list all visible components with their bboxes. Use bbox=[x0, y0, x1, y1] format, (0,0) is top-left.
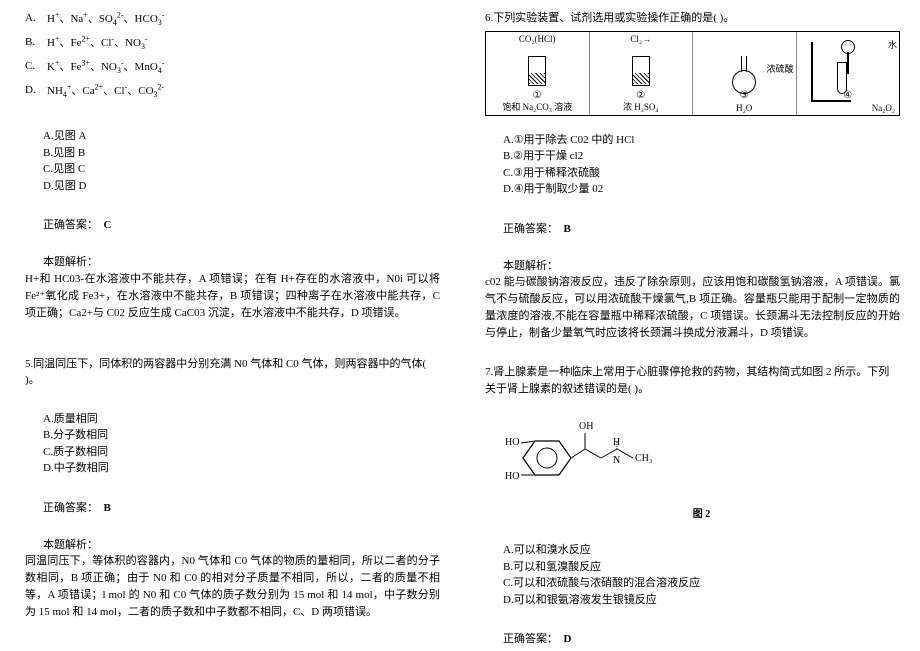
funnel-stem-icon bbox=[847, 52, 849, 74]
q4-text-opt: D.见图 D bbox=[43, 178, 440, 195]
diagram-cell-1: CO₂(HCl) ① 饱和 Na₂CO₃ 溶液 bbox=[486, 32, 590, 115]
option-formula: H+、Na+、SO42-、HCO3- bbox=[47, 10, 164, 26]
svg-text:OH: OH bbox=[579, 421, 593, 432]
q6-opt: B.②用于干燥 cl2 bbox=[503, 148, 900, 165]
q5-stem: 5.同温同压下，同体积的两容器中分别充满 N0 气体和 C0 气体，则两容器中的… bbox=[25, 356, 440, 389]
diag-top-label: Cl₂→ bbox=[590, 34, 693, 44]
diag-side-label: 浓硫酸 bbox=[766, 62, 793, 75]
molecule-svg: HO HO OH H N CH₃ bbox=[503, 403, 658, 503]
option-letter: D. bbox=[25, 84, 47, 96]
q4-parse-head: 本题解析： bbox=[43, 254, 440, 271]
q7-opt: A.可以和溴水反应 bbox=[503, 542, 900, 559]
diagram-cell-3: 浓硫酸 ③ H₂O bbox=[693, 32, 797, 115]
diag-caption: Na₂O₂ bbox=[872, 103, 895, 113]
option-letter: A. bbox=[25, 12, 47, 24]
diag-caption: 饱和 Na₂CO₃ 溶液 bbox=[486, 100, 589, 113]
q5-answer: 正确答案： B bbox=[43, 499, 440, 515]
q4-parse-body: H+和 HC03-在水溶液中不能共存，A 项错误；在有 H+存在的水溶液中，N0… bbox=[25, 271, 440, 322]
diagram-cell-2: Cl₂→ ② 浓 H₂SO₄ bbox=[590, 32, 694, 115]
q4-option-a: A. H+、Na+、SO42-、HCO3- bbox=[25, 10, 440, 26]
q5-opt: A.质量相同 bbox=[43, 411, 440, 428]
left-column: A. H+、Na+、SO42-、HCO3- B. H+、Fe2+、Cl-、NO3… bbox=[0, 0, 460, 651]
q7-opt: D.可以和银氨溶液发生银镜反应 bbox=[503, 592, 900, 609]
q6-opt: C.③用于稀释浓硫酸 bbox=[503, 165, 900, 182]
diag-top-label: CO₂(HCl) bbox=[486, 34, 589, 44]
svg-text:HO: HO bbox=[505, 437, 519, 448]
q6-parse-body: c02 能与碳酸钠溶液反应，违反了除杂原则，应该用饱和碳酸氢钠溶液，A 项错误。… bbox=[485, 274, 900, 342]
q4-option-d: D. NH4+、Ca2+、Cl-、CO32- bbox=[25, 82, 440, 98]
diag-num: ④ bbox=[797, 90, 900, 101]
q5-parse-head: 本题解析： bbox=[43, 537, 440, 554]
answer-value: D bbox=[564, 633, 572, 645]
answer-label: 正确答案： bbox=[43, 219, 98, 231]
q4-text-opt: B.见图 B bbox=[43, 145, 440, 162]
bottle-icon bbox=[632, 56, 650, 86]
right-column: 6.下列实验装置、试剂选用或实验操作正确的是( )。 CO₂(HCl) ① 饱和… bbox=[460, 0, 920, 651]
diagram-cell-4: 水 ④ Na₂O₂ bbox=[797, 32, 900, 115]
q4-option-b: B. H+、Fe2+、Cl-、NO3- bbox=[25, 34, 440, 50]
q5-opt: C.质子数相同 bbox=[43, 444, 440, 461]
q4-answer: 正确答案： C bbox=[43, 216, 440, 232]
q5-opt: D.中子数相同 bbox=[43, 460, 440, 477]
q6-opt: D.④用于制取少量 02 bbox=[503, 181, 900, 198]
svg-text:HO: HO bbox=[505, 471, 519, 482]
svg-text:CH₃: CH₃ bbox=[635, 453, 652, 464]
q7-answer: 正确答案： D bbox=[503, 630, 900, 646]
option-formula: K+、Fe3+、NO3-、MnO4- bbox=[47, 58, 164, 74]
q7-opt: B.可以和氢溴酸反应 bbox=[503, 559, 900, 576]
q4-option-c: C. K+、Fe3+、NO3-、MnO4- bbox=[25, 58, 440, 74]
molecule-caption: 图 2 bbox=[503, 505, 900, 520]
q5-parse-body: 同温同压下，等体积的容器内，N0 气体和 C0 气体的物质的量相同，所以二者的分… bbox=[25, 553, 440, 621]
answer-label: 正确答案： bbox=[503, 223, 558, 235]
svg-text:N: N bbox=[613, 455, 620, 466]
answer-value: B bbox=[564, 223, 571, 235]
option-letter: C. bbox=[25, 60, 47, 72]
diag-num: ③ bbox=[693, 90, 796, 101]
q6-opt: A.①用于除去 C02 中的 HCl bbox=[503, 132, 900, 149]
option-formula: NH4+、Ca2+、Cl-、CO32- bbox=[47, 82, 164, 98]
q6-parse-head: 本题解析： bbox=[503, 258, 900, 275]
q5-opt: B.分子数相同 bbox=[43, 427, 440, 444]
q7-stem: 7.肾上腺素是一种临床上常用于心脏骤停抢救的药物，其结构简式如图 2 所示。下列… bbox=[485, 364, 900, 397]
diag-side-label: 水 bbox=[888, 38, 897, 51]
answer-value: B bbox=[104, 502, 111, 514]
q4-text-opt: A.见图 A bbox=[43, 128, 440, 145]
q7-opt: C.可以和浓硫酸与浓硝酸的混合溶液反应 bbox=[503, 575, 900, 592]
q6-diagram: CO₂(HCl) ① 饱和 Na₂CO₃ 溶液 Cl₂→ ② 浓 H₂SO₄ 浓… bbox=[485, 31, 900, 116]
q4-text-opt: C.见图 C bbox=[43, 161, 440, 178]
option-formula: H+、Fe2+、Cl-、NO3- bbox=[47, 34, 148, 50]
molecule-diagram: HO HO OH H N CH₃ bbox=[503, 403, 658, 503]
answer-label: 正确答案： bbox=[503, 633, 558, 645]
q6-stem: 6.下列实验装置、试剂选用或实验操作正确的是( )。 bbox=[485, 10, 900, 27]
diag-caption: 浓 H₂SO₄ bbox=[590, 100, 693, 113]
diag-caption: H₂O bbox=[693, 103, 796, 113]
option-letter: B. bbox=[25, 36, 47, 48]
bottle-icon bbox=[528, 56, 546, 86]
answer-value: C bbox=[104, 219, 112, 231]
q6-answer: 正确答案： B bbox=[503, 220, 900, 236]
answer-label: 正确答案： bbox=[43, 502, 98, 514]
